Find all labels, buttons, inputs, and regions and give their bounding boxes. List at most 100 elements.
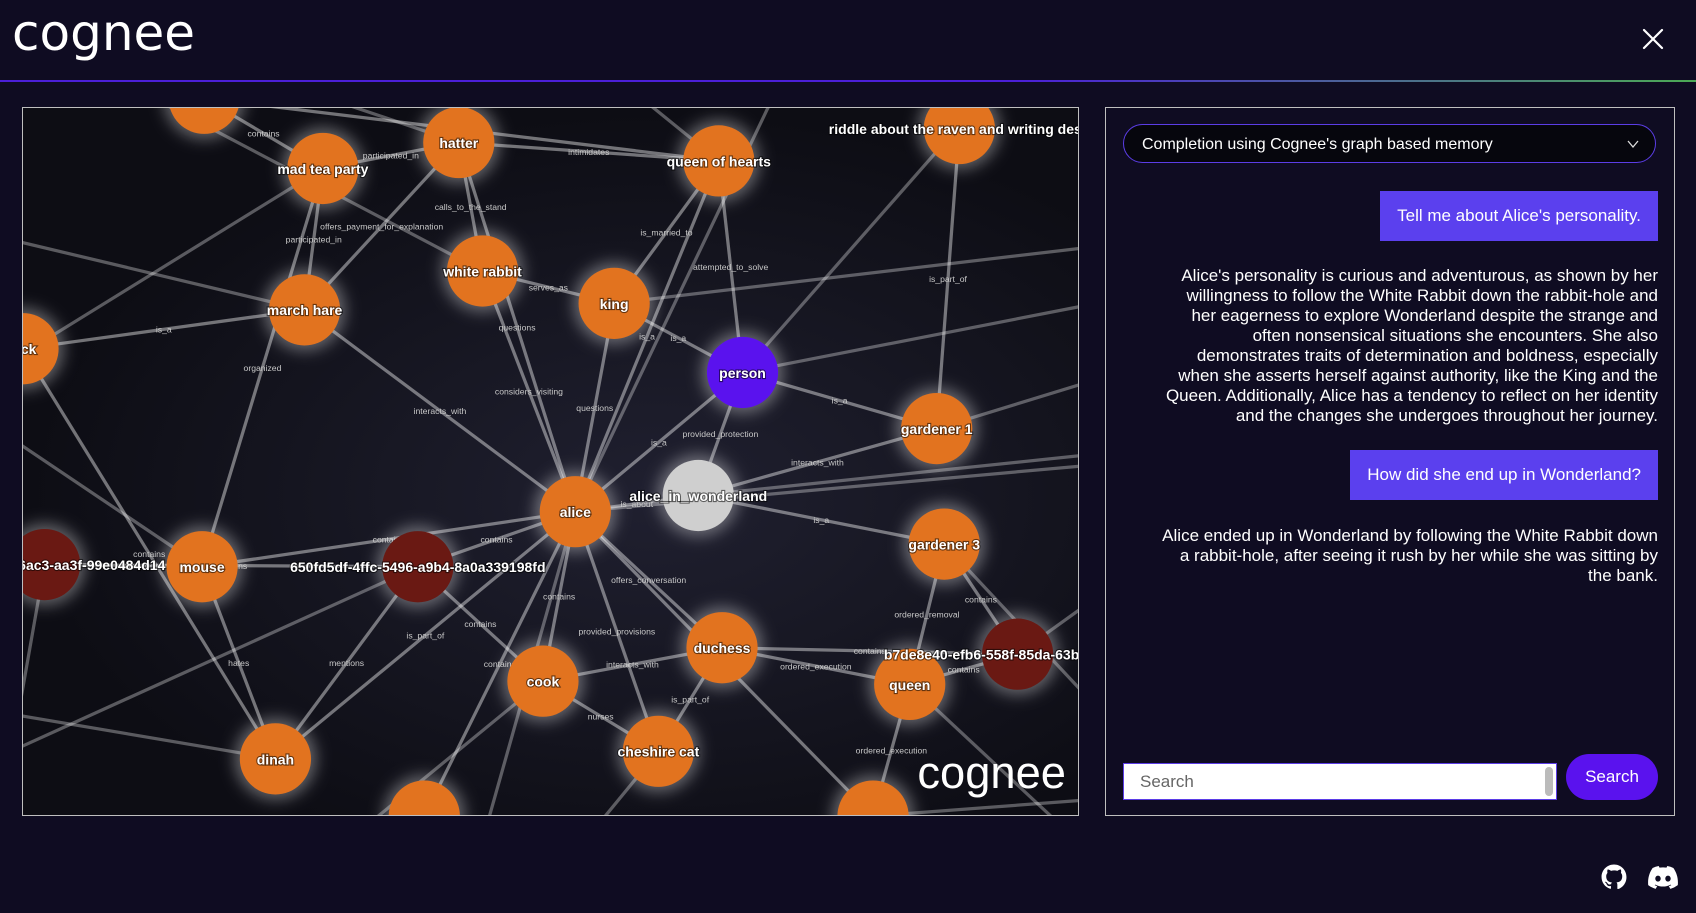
graph-node[interactable] (981, 618, 1054, 690)
edge-label: provided_provisions (578, 627, 655, 637)
edge-label: is_part_of (406, 631, 444, 641)
node-label: cook (527, 674, 560, 690)
graph-edge (23, 564, 47, 697)
graph-node[interactable] (23, 528, 81, 601)
graph-node[interactable] (686, 612, 758, 684)
graph[interactable]: is_about is_a considers_visiting questions i… (23, 108, 1078, 815)
edge-label: ordered_execution (780, 661, 852, 671)
close-button[interactable] (1640, 26, 1666, 52)
edge-label: contains (464, 619, 496, 629)
edge-label: is_part_of (671, 695, 709, 705)
edge-label: intimidates (568, 147, 609, 157)
graph-edge (721, 646, 1018, 656)
edge-label: is_a (651, 437, 667, 447)
edge-label: questions (499, 322, 536, 332)
node-label: alice (560, 504, 591, 520)
graph-node[interactable] (507, 645, 579, 717)
node-label: march hare (267, 302, 343, 318)
edge-label: contains (133, 549, 165, 559)
graph-edge (23, 308, 305, 351)
graph-node[interactable] (622, 715, 694, 787)
node-label: mad tea party (277, 161, 368, 177)
graph-node[interactable] (446, 235, 519, 307)
mode-select[interactable]: Completion using Cognee's graph based me… (1123, 124, 1656, 163)
edge-label: attempted_to_solve (693, 262, 768, 272)
edge-label: contains (948, 665, 980, 675)
edge-label: mentions (329, 658, 364, 668)
node-label: hatter (439, 135, 478, 151)
edge-label: participated_in (286, 234, 342, 244)
edge-label: contains (484, 659, 516, 669)
edge-label: is_a (156, 325, 172, 335)
graph-node[interactable] (239, 723, 312, 795)
graph-edge (697, 493, 945, 546)
graph-node[interactable] (268, 274, 341, 346)
node-label: king (600, 296, 629, 312)
node-label: ck (23, 341, 37, 357)
graph-node[interactable] (662, 459, 734, 532)
node-label: mouse (179, 559, 224, 575)
graph-node[interactable] (166, 531, 238, 603)
graph-panel: is_about is_a considers_visiting questions i… (22, 107, 1079, 816)
logo[interactable]: cognee (12, 4, 196, 62)
graph-edge (573, 511, 660, 752)
edge-label: interacts_with (414, 406, 467, 416)
graph-node[interactable] (923, 108, 995, 165)
edge-label: contains (854, 646, 886, 656)
graph-node[interactable] (706, 336, 779, 409)
graph-edge (742, 305, 1078, 375)
graph-edge (457, 142, 577, 513)
graph-node[interactable] (169, 108, 240, 134)
graph-node[interactable] (382, 531, 454, 603)
user-message: How did she end up in Wonderland? (1350, 450, 1658, 500)
edge-label: calls_to_the_stand (435, 202, 507, 212)
edge-label: ordered_execution (856, 745, 928, 755)
graph-edge (697, 427, 938, 498)
edge-label: is_about (620, 499, 653, 509)
scrollbar (1545, 767, 1553, 796)
edge-label: is_a (670, 333, 686, 343)
edge-label: is_a (832, 396, 848, 406)
edge-label: is_a (639, 332, 655, 342)
graph-node[interactable] (539, 476, 611, 548)
graph-node[interactable] (388, 780, 460, 815)
mode-label: Completion using Cognee's graph based me… (1142, 136, 1493, 153)
chat-panel: Completion using Cognee's graph based me… (1105, 107, 1675, 816)
edge-label: interacts_with (791, 457, 844, 467)
node-label: riddle about the raven and writing des (829, 121, 1078, 137)
search-placeholder: Search (1140, 772, 1194, 791)
edge-label: is_married_to (640, 227, 692, 237)
node-label: cheshire cat (617, 744, 699, 760)
edge-label: is_a (813, 515, 829, 525)
edge-label: organized (244, 363, 282, 373)
discord-icon[interactable] (1648, 866, 1678, 889)
graph-edge (698, 454, 1078, 498)
graph-edge (481, 270, 577, 513)
edge-label: offers_conversation (611, 575, 686, 585)
edge-label: offers_payment_for_explanation (320, 221, 443, 231)
node-label: 6ac3-aa3f-99e0484d14 (23, 557, 166, 573)
graph-node[interactable] (23, 313, 59, 385)
edge-label: participated_in (363, 151, 419, 161)
search-button[interactable]: Search (1566, 754, 1658, 800)
node-label: queen of hearts (667, 153, 772, 169)
node-label: b7de8e40-efb6-558f-85da-63b (884, 647, 1078, 663)
node-label: white rabbit (442, 263, 522, 279)
graph-node[interactable] (837, 780, 909, 815)
graph-node[interactable] (874, 648, 946, 721)
graph-node[interactable] (423, 108, 495, 179)
graph-node[interactable] (683, 125, 755, 197)
search-input[interactable]: Search (1123, 763, 1557, 800)
node-label: gardener 1 (901, 421, 973, 437)
edge-label: contains (965, 594, 997, 604)
github-icon[interactable] (1601, 864, 1627, 890)
graph-node[interactable] (908, 508, 980, 580)
graph-edge (377, 679, 544, 815)
edge-label: contains (481, 534, 513, 544)
node-label: queen (889, 677, 930, 693)
graph-node[interactable] (578, 267, 650, 339)
edge-label: serves_as (529, 282, 568, 292)
graph-node[interactable] (901, 392, 973, 465)
graph-node[interactable] (287, 132, 359, 205)
